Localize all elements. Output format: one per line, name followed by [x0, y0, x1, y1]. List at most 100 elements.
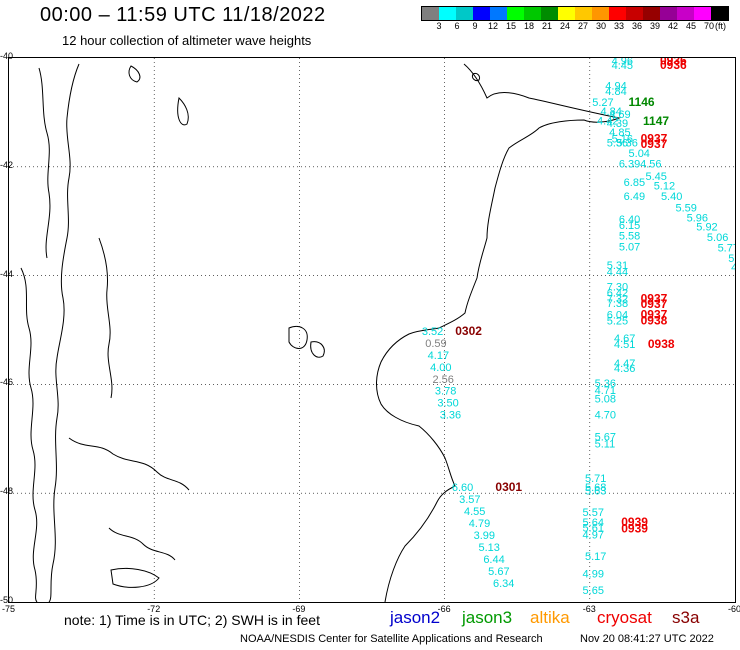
wave-height-label: 4.70: [595, 410, 616, 422]
coastline-southern-inlet: [108, 527, 176, 561]
color-swatch: [558, 7, 575, 20]
wave-height-label: 5.36: [607, 138, 628, 150]
longitude-label: -72: [147, 604, 161, 614]
color-swatch: [626, 7, 643, 20]
wave-height-label: 5.36: [616, 138, 637, 150]
wave-height-label: 6.39: [619, 158, 640, 170]
wave-height-label: 5.96: [687, 213, 708, 225]
wave-height-label: 5.67: [488, 566, 509, 578]
credit-text: NOAA/NESDIS Center for Satellite Applica…: [240, 633, 543, 645]
wave-height-label: 4.71: [595, 385, 616, 397]
map-canvas[interactable]: 3.520.594.174.002.563.783.503.36 6.603.57…: [9, 58, 735, 602]
wave-height-label: 4.56: [640, 158, 661, 170]
color-scale-tick: 6: [454, 21, 460, 31]
pass-time-label: 1147: [643, 114, 669, 128]
wave-height-label: 4.99: [583, 569, 604, 581]
color-scale-tick: 30: [595, 21, 607, 31]
wave-height-label: 4.39: [607, 118, 628, 130]
wave-height-label: 5.18: [728, 253, 735, 265]
wave-height-label: 5.58: [619, 231, 640, 243]
wave-height-label: 3.36: [440, 410, 461, 422]
pass-time-label: 0937: [641, 291, 668, 305]
wave-height-label: 4.69: [609, 109, 630, 121]
wave-height-label: 7.30: [607, 281, 628, 293]
pass-time-label: 0937: [641, 297, 668, 311]
wave-height-label: 5.71: [585, 473, 606, 485]
wave-height-label: 6.04: [607, 310, 628, 322]
legend-item-jason2: jason2: [390, 608, 441, 627]
coastline: [20, 63, 621, 602]
chart-subtitle: 12 hour collection of altimeter wave hei…: [62, 33, 312, 48]
color-scale-tick: 24: [559, 21, 571, 31]
legend-item-s3a: s3a: [672, 608, 700, 627]
legend-item-cryosat: cryosat: [597, 608, 652, 627]
latitude-label: -50: [0, 595, 14, 605]
wave-height-label: 5.64: [583, 517, 604, 529]
color-scale-ticks: 3 6 9 12 15 18 21 24 27 30 33 36 39 42 45 70 (ft): [421, 21, 740, 33]
color-swatch: [507, 7, 524, 20]
color-scale-bar: [421, 6, 729, 21]
coastline-fjords-outer: [38, 67, 51, 259]
coastline-inner-channel: [98, 237, 113, 399]
longitude-label: -63: [582, 604, 596, 614]
pass-time-label: 1146: [629, 95, 655, 109]
wave-height-label: 5.12: [654, 181, 675, 193]
pass-time-label: 0938: [648, 337, 675, 351]
island-outline: [310, 341, 325, 358]
pass-time-label: 0938: [641, 314, 668, 328]
wave-height-label: 5.40: [661, 191, 682, 203]
wave-height-label: 4.00: [430, 362, 451, 374]
color-scale-unit: (ft): [715, 21, 726, 31]
wave-height-label: 0.59: [425, 338, 446, 350]
wave-height-label: 5.06: [707, 232, 728, 244]
pass-time-label: 0939: [621, 521, 648, 535]
wave-height-label: 4.42: [597, 115, 618, 127]
wave-height-label: 5.31: [607, 260, 628, 272]
wave-height-label: 5.68: [585, 482, 606, 494]
coastline-fjord-arm: [68, 437, 190, 491]
chart-title: 00:00 – 11:59 UTC 11/18/2022: [40, 4, 326, 26]
color-swatch: [473, 7, 490, 20]
wave-height-label: 5.67: [595, 431, 616, 443]
color-swatch: [541, 7, 558, 20]
color-swatch: [711, 7, 728, 20]
wave-height-label: 4.51: [614, 339, 635, 351]
wave-height-label: 5.65: [583, 585, 604, 597]
color-scale-tick: 27: [577, 21, 589, 31]
wave-height-label: 4.94: [605, 81, 626, 93]
map-panel[interactable]: 3.52 0.59 4.17 4.00 2.56 3.78 3.50 3.36 6.60 3.57…: [8, 57, 736, 603]
graticule: [9, 58, 735, 602]
wave-height-label: 5.25: [607, 316, 628, 328]
wave-height-label: 4.34: [731, 262, 735, 274]
wave-height-label: 5.27: [592, 97, 613, 109]
island-outline: [472, 73, 480, 81]
color-swatch: [694, 7, 711, 20]
wave-height-label: 7.32: [607, 293, 628, 305]
wave-height-label: 5.17: [585, 551, 606, 563]
wave-height-label: 5.61: [583, 522, 604, 534]
legend-item-jason3: jason3: [462, 608, 513, 627]
wave-height-label: 4.79: [469, 518, 490, 530]
wave-height-label: 3.50: [437, 398, 458, 410]
pass-time-label: 0937: [641, 308, 668, 322]
wave-height-label: 4.17: [428, 350, 449, 362]
pass-time-label: 0936: [660, 58, 687, 72]
wave-height-label: 3.78: [435, 386, 456, 398]
wave-height-label: 4.44: [607, 267, 628, 279]
color-scale-tick: 15: [505, 21, 517, 31]
longitude-label: -60: [728, 604, 740, 614]
latitude-label: -48: [0, 486, 14, 497]
wave-height-label: 4.84: [605, 86, 626, 98]
color-swatch: [677, 7, 694, 20]
color-swatch: [592, 7, 609, 20]
color-scale-tick: 9: [472, 21, 478, 31]
color-swatch: [439, 7, 456, 20]
color-scale-tick: 45: [685, 21, 697, 31]
wave-height-label: 5.11: [595, 439, 616, 451]
wave-height-label: 3.57: [459, 494, 480, 506]
wave-height-label: 4.55: [464, 506, 485, 518]
wave-height-label: 5.57: [583, 507, 604, 519]
color-scale-tick: 33: [613, 21, 625, 31]
wave-height-label: 5.63: [585, 485, 606, 497]
color-scale-tick: 18: [523, 21, 535, 31]
